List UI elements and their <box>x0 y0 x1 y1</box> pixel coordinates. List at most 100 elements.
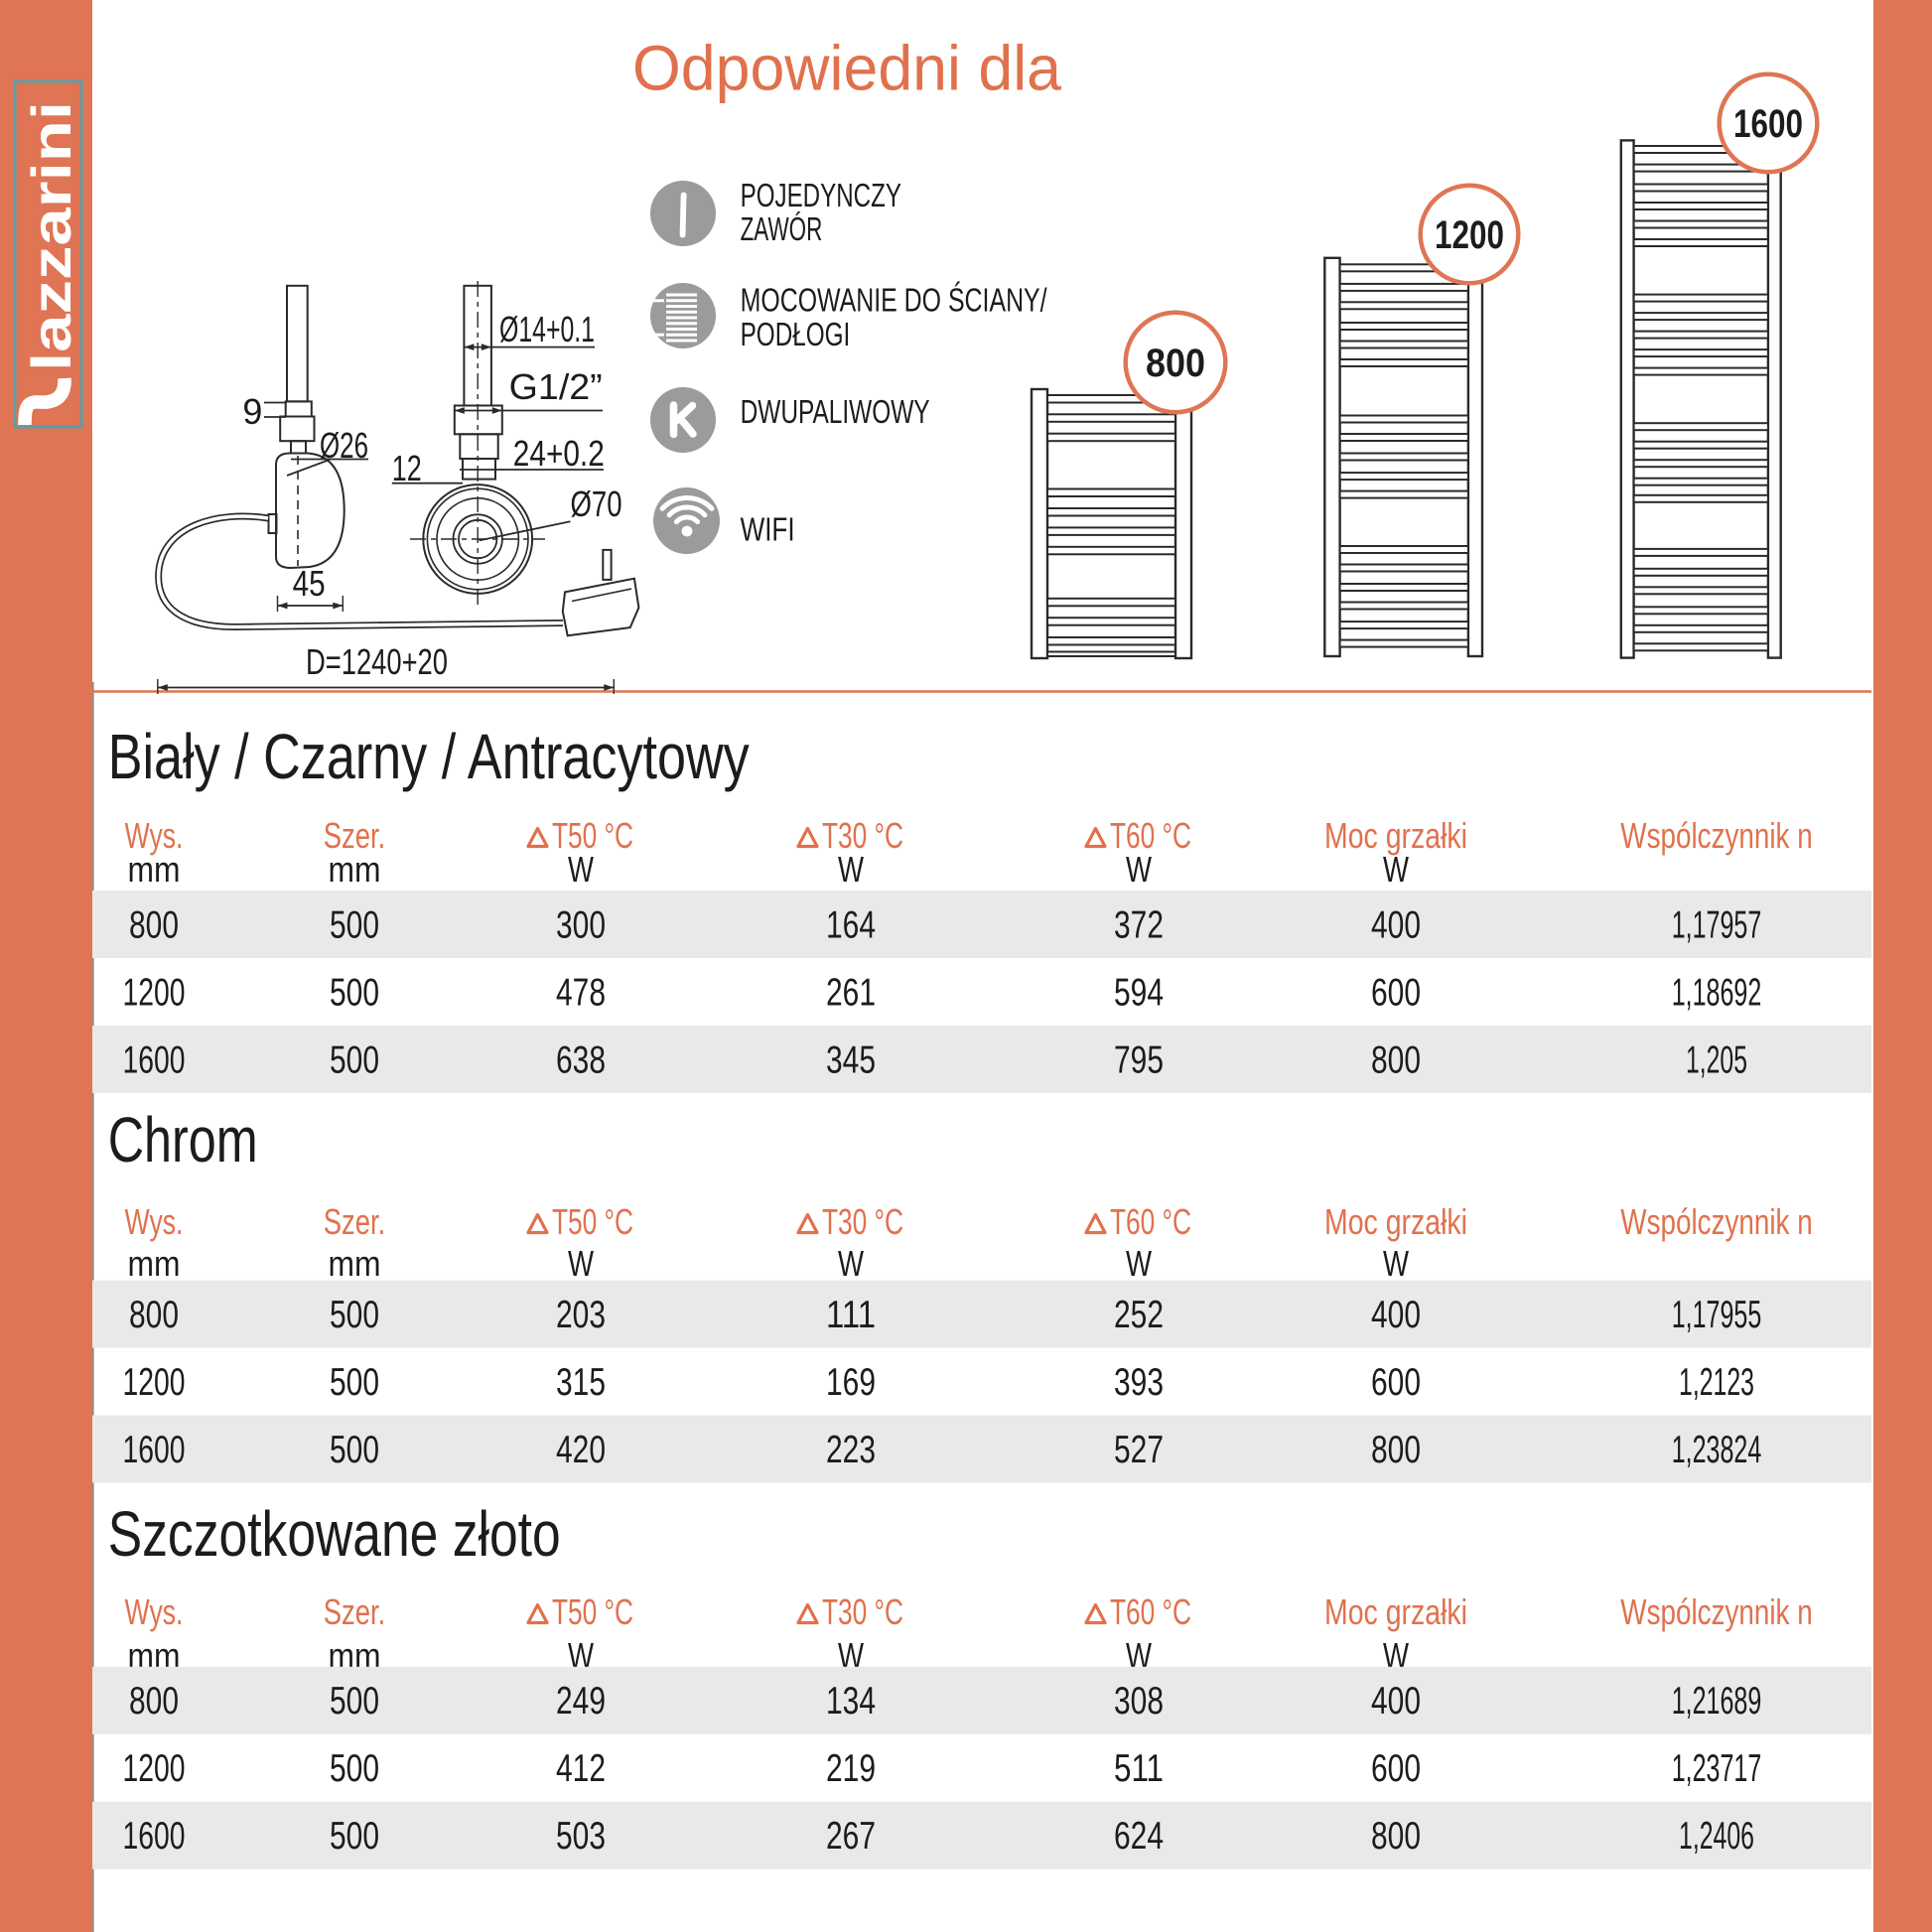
svg-text:1600: 1600 <box>123 1429 186 1471</box>
svg-text:45: 45 <box>293 563 326 604</box>
svg-text:219: 219 <box>826 1747 876 1790</box>
svg-text:W: W <box>1383 1243 1409 1284</box>
svg-text:24+0.2: 24+0.2 <box>513 433 605 474</box>
svg-text:Szczotkowane złoto: Szczotkowane złoto <box>108 1498 561 1570</box>
svg-text:Moc grzałki: Moc grzałki <box>1324 815 1467 856</box>
svg-text:500: 500 <box>330 1429 379 1471</box>
svg-text:511: 511 <box>1114 1747 1164 1790</box>
svg-text:420: 420 <box>556 1429 606 1471</box>
svg-text:DWUPALIWOWY: DWUPALIWOWY <box>741 393 930 430</box>
svg-text:mm: mm <box>329 849 381 890</box>
svg-text:Ø70: Ø70 <box>571 483 622 524</box>
svg-text:lazzarini: lazzarini <box>20 101 82 371</box>
svg-text:1,23717: 1,23717 <box>1672 1747 1762 1790</box>
svg-text:T60 °C: T60 °C <box>1110 815 1191 856</box>
svg-text:594: 594 <box>1114 971 1164 1014</box>
svg-text:Wspólczynnik n: Wspólczynnik n <box>1620 1591 1812 1632</box>
svg-text:500: 500 <box>330 971 379 1014</box>
svg-text:500: 500 <box>330 1294 379 1336</box>
svg-text:W: W <box>838 849 864 890</box>
svg-text:261: 261 <box>826 971 876 1014</box>
svg-text:1,21689: 1,21689 <box>1672 1680 1762 1723</box>
svg-text:393: 393 <box>1114 1361 1164 1404</box>
svg-text:500: 500 <box>330 1361 379 1404</box>
svg-text:800: 800 <box>129 1680 179 1723</box>
svg-text:T60 °C: T60 °C <box>1110 1591 1191 1632</box>
svg-text:T50 °C: T50 °C <box>552 1201 633 1242</box>
svg-text:600: 600 <box>1371 1747 1421 1790</box>
svg-text:500: 500 <box>330 1680 379 1723</box>
svg-text:1200: 1200 <box>123 971 186 1014</box>
svg-text:249: 249 <box>556 1680 606 1723</box>
svg-text:Wys.: Wys. <box>125 1201 184 1242</box>
svg-text:mm: mm <box>128 849 181 890</box>
svg-text:527: 527 <box>1114 1429 1164 1471</box>
svg-text:PODŁOGI: PODŁOGI <box>741 316 851 352</box>
svg-text:Moc grzałki: Moc grzałki <box>1324 1201 1467 1242</box>
svg-text:T50 °C: T50 °C <box>552 815 633 856</box>
svg-text:795: 795 <box>1114 1038 1164 1081</box>
svg-text:800: 800 <box>1371 1815 1421 1858</box>
svg-text:503: 503 <box>556 1815 606 1858</box>
svg-text:G1/2”: G1/2” <box>509 366 603 407</box>
svg-text:1,23824: 1,23824 <box>1672 1429 1762 1471</box>
svg-text:164: 164 <box>826 903 876 946</box>
svg-text:Wys.: Wys. <box>125 1591 184 1632</box>
svg-text:400: 400 <box>1371 1294 1421 1336</box>
svg-text:308: 308 <box>1114 1680 1164 1723</box>
svg-text:800: 800 <box>129 903 179 946</box>
svg-text:mm: mm <box>329 1243 381 1284</box>
svg-text:600: 600 <box>1371 1361 1421 1404</box>
svg-text:1600: 1600 <box>123 1038 186 1081</box>
svg-text:345: 345 <box>826 1038 876 1081</box>
svg-text:Wspólczynnik n: Wspólczynnik n <box>1620 815 1812 856</box>
svg-text:Szer.: Szer. <box>324 815 386 856</box>
svg-text:T30 °C: T30 °C <box>822 1201 903 1242</box>
svg-text:W: W <box>838 1243 864 1284</box>
svg-text:1,205: 1,205 <box>1686 1038 1747 1081</box>
svg-text:203: 203 <box>556 1294 606 1336</box>
svg-text:800: 800 <box>1371 1038 1421 1081</box>
svg-text:MOCOWANIE DO ŚCIANY/: MOCOWANIE DO ŚCIANY/ <box>741 281 1048 319</box>
svg-text:252: 252 <box>1114 1294 1164 1336</box>
svg-text:Chrom: Chrom <box>108 1104 258 1175</box>
svg-text:600: 600 <box>1371 971 1421 1014</box>
svg-text:1,18692: 1,18692 <box>1672 971 1762 1014</box>
svg-text:478: 478 <box>556 971 606 1014</box>
svg-text:W: W <box>1126 849 1152 890</box>
svg-text:1600: 1600 <box>123 1815 186 1858</box>
svg-text:Wys.: Wys. <box>125 815 184 856</box>
svg-text:500: 500 <box>330 1747 379 1790</box>
svg-text:300: 300 <box>556 903 606 946</box>
svg-text:WIFI: WIFI <box>741 511 795 548</box>
svg-text:500: 500 <box>330 1815 379 1858</box>
svg-text:Odpowiedni dla: Odpowiedni dla <box>632 33 1061 104</box>
svg-text:1,2123: 1,2123 <box>1679 1361 1754 1404</box>
svg-text:223: 223 <box>826 1429 876 1471</box>
svg-text:1200: 1200 <box>1435 213 1504 257</box>
svg-text:W: W <box>1126 1243 1152 1284</box>
svg-text:D=1240+20: D=1240+20 <box>306 641 448 682</box>
svg-text:ZAWÓR: ZAWÓR <box>741 210 823 247</box>
svg-text:500: 500 <box>330 903 379 946</box>
svg-text:T50 °C: T50 °C <box>552 1591 633 1632</box>
svg-text:1200: 1200 <box>123 1361 186 1404</box>
svg-text:372: 372 <box>1114 903 1164 946</box>
svg-text:T30 °C: T30 °C <box>822 1591 903 1632</box>
svg-text:W: W <box>1383 849 1409 890</box>
svg-text:800: 800 <box>129 1294 179 1336</box>
svg-text:1,2406: 1,2406 <box>1679 1815 1754 1858</box>
svg-text:12: 12 <box>392 448 422 488</box>
svg-text:315: 315 <box>556 1361 606 1404</box>
svg-text:W: W <box>568 1243 594 1284</box>
svg-text:1200: 1200 <box>123 1747 186 1790</box>
svg-text:800: 800 <box>1146 342 1205 385</box>
svg-text:111: 111 <box>826 1294 876 1336</box>
svg-text:9: 9 <box>242 391 262 432</box>
svg-text:1,17955: 1,17955 <box>1672 1294 1762 1336</box>
svg-text:1,17957: 1,17957 <box>1672 903 1762 946</box>
svg-text:mm: mm <box>128 1243 181 1284</box>
svg-text:500: 500 <box>330 1038 379 1081</box>
svg-text:134: 134 <box>826 1680 876 1723</box>
svg-text:400: 400 <box>1371 1680 1421 1723</box>
